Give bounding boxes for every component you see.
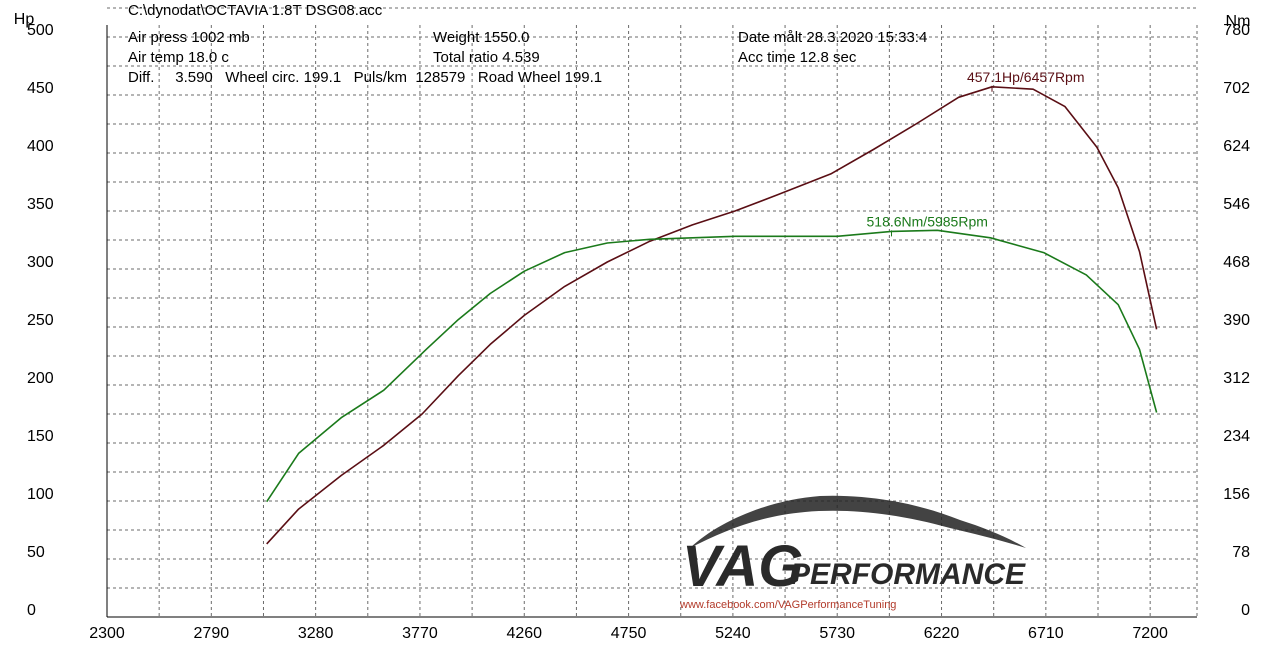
y-left-tick-label: 0 <box>27 602 36 619</box>
x-tick-label: 5730 <box>819 625 855 642</box>
y-left-tick-label: 500 <box>27 22 54 39</box>
y-right-tick-label: 702 <box>1223 80 1250 97</box>
y-left-tick-label: 100 <box>27 486 54 503</box>
x-tick-label: 4750 <box>611 625 647 642</box>
x-tick-label: 2790 <box>194 625 230 642</box>
y-right-tick-label: 624 <box>1223 138 1250 155</box>
axis-ticks: 0 50 100 150 200 250 300 350 400 450 500 0 78 156 234 3… <box>27 22 1250 642</box>
y-left-tick-label: 50 <box>27 544 45 561</box>
vag-performance-logo: VAG PERFORMANCE www.facebook.com/VAGPerf… <box>679 495 1026 611</box>
weight: Weight 1550.0 <box>433 29 530 46</box>
logo-vag-text: VAG <box>682 534 803 599</box>
y-left-tick-label: 150 <box>27 428 54 445</box>
chart-grid <box>106 7 1198 618</box>
y-left-tick-label: 450 <box>27 80 54 97</box>
y-right-tick-label: 312 <box>1223 370 1250 387</box>
y-right-tick-label: 468 <box>1223 254 1250 271</box>
acc-time: Acc time 12.8 sec <box>738 49 857 66</box>
car-silhouette-icon <box>690 495 1026 548</box>
logo-url-text: www.facebook.com/VAGPerformanceTuning <box>679 599 896 611</box>
x-tick-label: 7200 <box>1132 625 1168 642</box>
chart-annotations: 457.1Hp/6457Rpm 518.6Nm/5985Rpm <box>867 69 1085 237</box>
diff-info: Diff. 3.590 Wheel circ. 199.1 Puls/km 12… <box>128 69 603 86</box>
air-pressure: Air press 1002 mb <box>128 29 250 46</box>
x-tick-label: 3280 <box>298 625 334 642</box>
torque-peak-label: 518.6Nm/5985Rpm <box>867 213 988 229</box>
measurement-date: Date målt 28.3.2020 15:33:4 <box>738 29 928 46</box>
y-right-tick-label: 78 <box>1232 544 1250 561</box>
y-right-tick-label: 390 <box>1223 312 1250 329</box>
total-ratio: Total ratio 4.539 <box>433 49 540 66</box>
y-right-tick-label: 780 <box>1223 22 1250 39</box>
x-tick-label: 3770 <box>402 625 438 642</box>
x-tick-label: 5240 <box>715 625 751 642</box>
power-peak-label: 457.1Hp/6457Rpm <box>967 69 1085 85</box>
y-left-tick-label: 400 <box>27 138 54 155</box>
x-tick-label: 6220 <box>924 625 960 642</box>
y-left-tick-label: 200 <box>27 370 54 387</box>
logo-performance-text: PERFORMANCE <box>790 558 1026 591</box>
file-path: C:\dynodat\OCTAVIA 1.8T DSG08.acc <box>128 2 383 19</box>
x-tick-label: 4260 <box>506 625 542 642</box>
y-right-tick-label: 156 <box>1223 486 1250 503</box>
y-right-tick-label: 546 <box>1223 196 1250 213</box>
y-right-tick-label: 0 <box>1241 602 1250 619</box>
chart-curves <box>266 86 1158 545</box>
x-tick-label: 2300 <box>89 625 125 642</box>
y-left-axis-label: Hp <box>14 11 35 28</box>
y-right-axis-label: Nm <box>1226 13 1251 30</box>
air-temperature: Air temp 18.0 c <box>128 49 229 66</box>
y-left-tick-label: 350 <box>27 196 54 213</box>
y-left-tick-label: 300 <box>27 254 54 271</box>
x-tick-label: 6710 <box>1028 625 1064 642</box>
power-curve <box>266 86 1158 545</box>
torque-curve <box>266 229 1158 503</box>
y-left-tick-label: 250 <box>27 312 54 329</box>
y-right-tick-label: 234 <box>1223 428 1250 445</box>
